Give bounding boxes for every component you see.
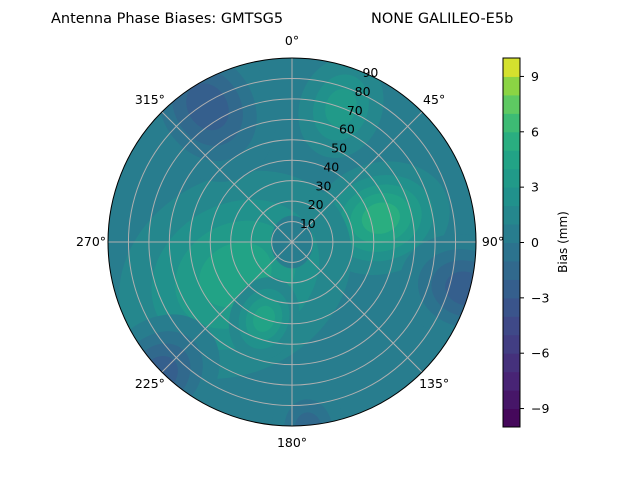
angular-tick-label: 180° bbox=[277, 435, 307, 450]
contour-level-region bbox=[271, 383, 346, 426]
radial-tick-label: 70 bbox=[347, 103, 363, 118]
colorbar: −9 −6 −3 0 3 6 9 bbox=[502, 57, 549, 428]
angular-tick-label: 0° bbox=[285, 33, 299, 48]
colorbar-level-swatch bbox=[503, 113, 520, 133]
colorbar-tick-label: 6 bbox=[531, 124, 539, 139]
chart-title-right: NONE GALILEO-E5b bbox=[371, 11, 513, 27]
colorbar-level-swatch bbox=[503, 58, 520, 77]
contour-level-region bbox=[294, 412, 323, 426]
angular-tick-label: 270° bbox=[76, 234, 106, 249]
radial-tick-label: 50 bbox=[331, 141, 347, 156]
colorbar-tick-label: 0 bbox=[531, 235, 539, 250]
angular-gridline bbox=[291, 241, 423, 373]
colorbar-level-swatch bbox=[503, 242, 520, 262]
radial-tick-label: 60 bbox=[339, 122, 355, 137]
colorbar-level-swatch bbox=[503, 279, 520, 299]
radial-tick-label: 20 bbox=[308, 197, 324, 212]
radial-tick-label: 10 bbox=[300, 216, 316, 231]
polar-grid bbox=[108, 58, 476, 426]
contour-level-region bbox=[284, 399, 333, 426]
colorbar-level-swatch bbox=[503, 390, 520, 410]
contour-level-region bbox=[361, 202, 400, 234]
colorbar-level-swatch bbox=[503, 316, 520, 336]
radial-tick-label: 40 bbox=[323, 159, 339, 174]
angular-tick-label: 315° bbox=[135, 92, 165, 107]
radial-tick-labels: 10 20 30 40 50 60 70 80 90 bbox=[300, 65, 379, 231]
angular-gridline bbox=[161, 241, 293, 373]
angular-tick-label: 90° bbox=[482, 234, 504, 249]
angular-tick-label: 135° bbox=[419, 376, 449, 391]
colorbar-tick-label: −3 bbox=[531, 290, 549, 305]
colorbar-tick-label: −6 bbox=[531, 346, 549, 361]
colorbar-label: Bias (mm) bbox=[556, 211, 570, 273]
colorbar-level-swatch bbox=[503, 205, 520, 225]
colorbar-level-swatch bbox=[503, 408, 520, 428]
angular-tick-label: 225° bbox=[135, 376, 165, 391]
colorbar-level-swatch bbox=[503, 353, 520, 373]
colorbar-level-swatch bbox=[503, 187, 520, 207]
radial-tick-label: 90 bbox=[362, 65, 378, 80]
colorbar-level-swatch bbox=[503, 260, 520, 280]
colorbar-level-swatch bbox=[503, 168, 520, 188]
colorbar-tick-label: −9 bbox=[531, 401, 549, 416]
contour-level-region bbox=[445, 271, 476, 306]
contour-level-region bbox=[186, 83, 229, 131]
chart-title-left: Antenna Phase Biases: GMTSG5 bbox=[51, 11, 283, 27]
colorbar-level-swatch bbox=[503, 150, 520, 170]
colorbar-level-swatch bbox=[503, 224, 520, 243]
colorbar-level-swatch bbox=[503, 131, 520, 151]
polar-frame bbox=[107, 57, 477, 427]
colorbar-level-swatch bbox=[503, 76, 520, 96]
colorbar-tick-label: 9 bbox=[531, 69, 539, 84]
colorbar-level-swatch bbox=[503, 371, 520, 391]
angular-tick-label: 45° bbox=[423, 92, 445, 107]
colorbar-level-swatch bbox=[503, 94, 520, 114]
colorbar-level-swatch bbox=[503, 297, 520, 317]
angular-gridline bbox=[291, 111, 423, 243]
radial-tick-label: 30 bbox=[316, 178, 332, 193]
angular-tick-labels: 0° 45° 90° 135° 180° 225° 270° 315° bbox=[76, 33, 504, 450]
colorbar-level-swatch bbox=[503, 334, 520, 354]
angular-gridline bbox=[161, 111, 293, 243]
colorbar-tick-label: 3 bbox=[531, 180, 539, 195]
radial-tick-label: 80 bbox=[355, 84, 371, 99]
